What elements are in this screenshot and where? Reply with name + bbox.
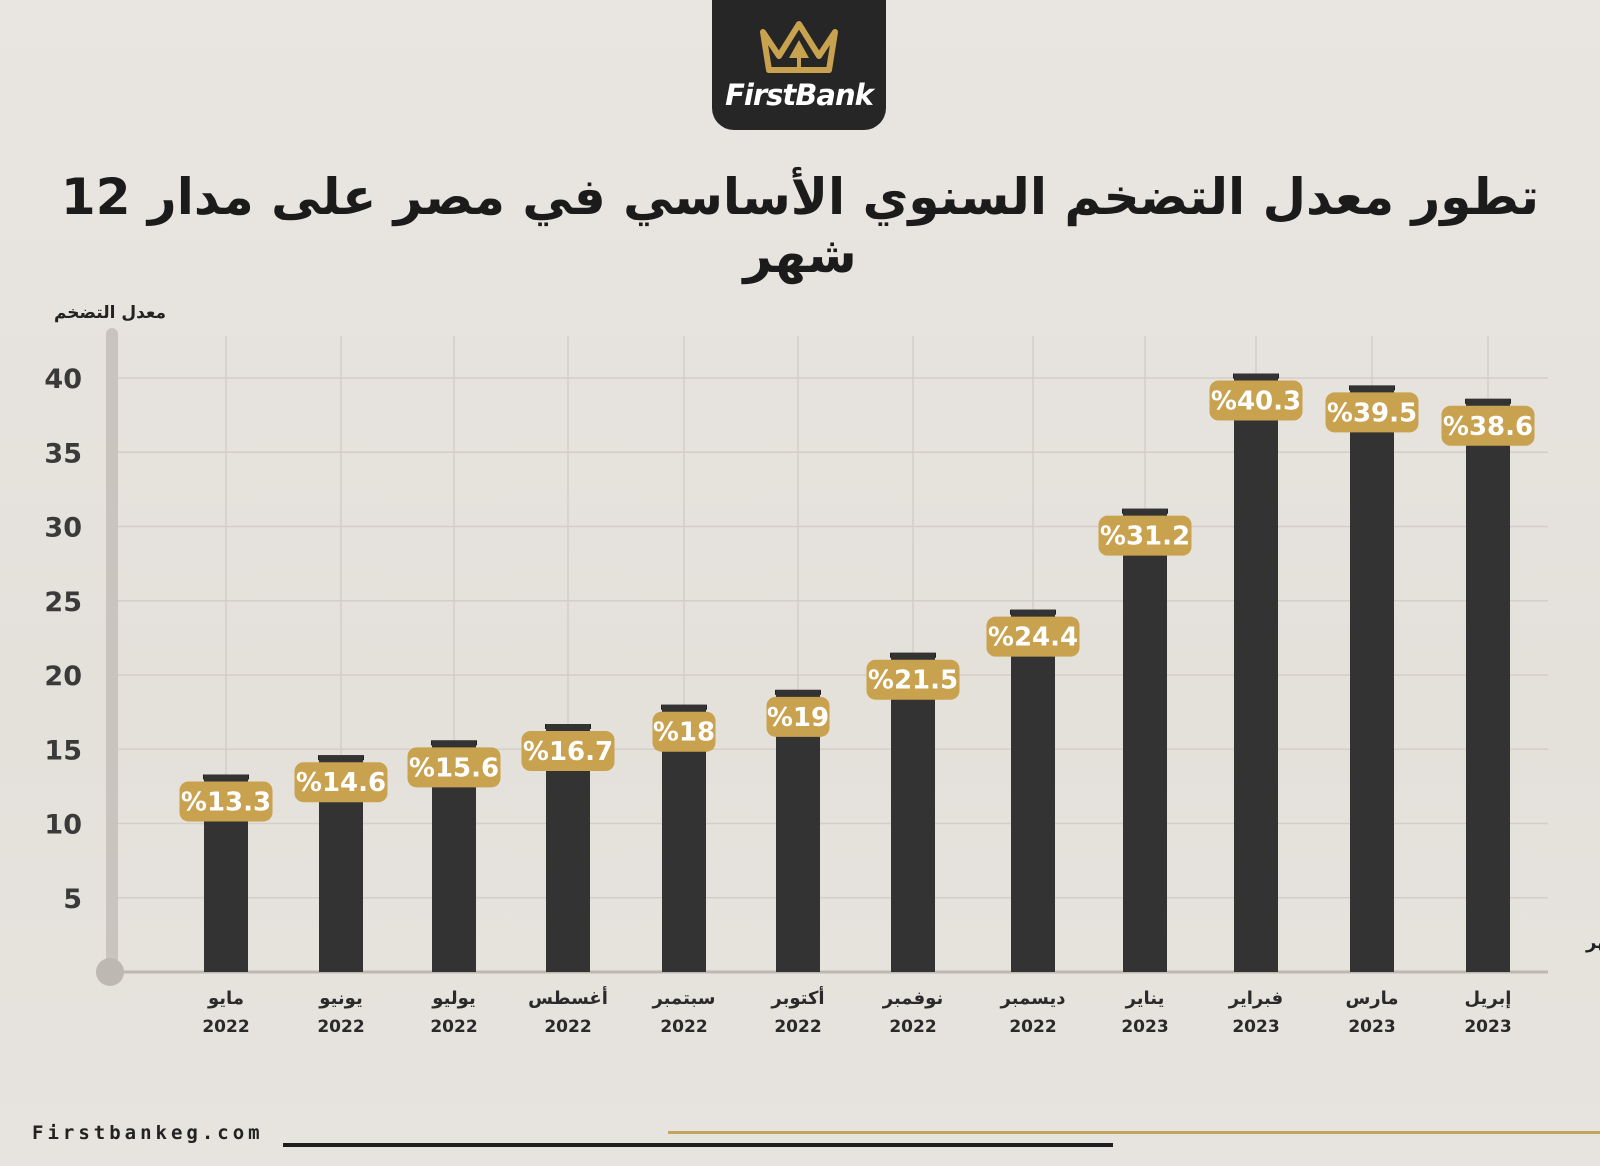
- crown-icon: [760, 21, 838, 73]
- footer-website: Firstbankeg.com: [32, 1122, 264, 1144]
- x-tick-year: 2022: [774, 1017, 821, 1037]
- value-label-badge: [652, 711, 716, 752]
- x-tick-month: يونيو: [318, 988, 362, 1009]
- x-tick-month: ديسمبر: [1000, 988, 1066, 1009]
- y-tick-label: 40: [44, 364, 82, 395]
- bar: [1123, 508, 1167, 972]
- bar: [1350, 385, 1394, 972]
- x-tick-year: 2022: [430, 1017, 477, 1037]
- x-tick-month: أكتوبر: [770, 986, 824, 1009]
- x-tick-year: 2023: [1232, 1017, 1279, 1037]
- value-label: %21.5: [868, 666, 958, 696]
- value-label: %18: [653, 718, 715, 748]
- x-tick-month: إبريل: [1465, 988, 1512, 1009]
- x-tick-year: 2022: [1009, 1017, 1056, 1037]
- brand-logo: FirstBank: [712, 0, 886, 130]
- bar: [1466, 398, 1510, 972]
- value-label-badge: [1441, 405, 1535, 446]
- value-label-badge: [766, 696, 830, 737]
- value-label-badge: [1098, 515, 1192, 556]
- value-label-badge: [1209, 380, 1303, 421]
- value-label-badge: [866, 659, 960, 700]
- axis-origin-dot: [96, 958, 124, 986]
- y-tick-label: 15: [44, 735, 82, 766]
- y-tick-label: 10: [44, 810, 82, 841]
- bar: [1234, 373, 1278, 972]
- x-axis-title: الشهر: [1585, 932, 1600, 953]
- x-tick-month: يوليو: [431, 988, 475, 1009]
- x-tick-month: مارس: [1345, 988, 1398, 1009]
- x-tick-year: 2022: [317, 1017, 364, 1037]
- page-title: تطور معدل التضخم السنوي الأساسي في مصر ع…: [60, 168, 1540, 284]
- x-tick-year: 2023: [1348, 1017, 1395, 1037]
- y-tick-label: 25: [44, 587, 82, 618]
- value-label: %31.2: [1100, 522, 1190, 552]
- y-tick-label: 5: [63, 884, 82, 915]
- footer-dark-line: [283, 1143, 1113, 1147]
- bar: [1011, 609, 1055, 972]
- y-tick-label: 30: [44, 513, 82, 544]
- x-tick-year: 2022: [202, 1017, 249, 1037]
- value-label: %14.6: [296, 768, 386, 798]
- x-tick-year: 2022: [889, 1017, 936, 1037]
- x-tick-month: سبتمبر: [651, 988, 715, 1009]
- value-label: %39.5: [1327, 398, 1417, 428]
- x-tick-year: 2023: [1121, 1017, 1168, 1037]
- value-label: %19: [767, 703, 829, 733]
- x-tick-year: 2023: [1464, 1017, 1511, 1037]
- y-tick-label: 20: [44, 661, 82, 692]
- x-tick-month: نوفمبر: [882, 988, 943, 1009]
- value-label: %15.6: [409, 753, 499, 783]
- value-label-badge: [986, 616, 1080, 657]
- value-label-badge: [294, 762, 388, 803]
- x-tick-year: 2022: [544, 1017, 591, 1037]
- y-axis-title: معدل التضخم: [54, 303, 166, 323]
- value-label-badge: [1325, 392, 1419, 433]
- x-tick-year: 2022: [660, 1017, 707, 1037]
- bar: [891, 652, 935, 972]
- footer-gold-line: [668, 1131, 1600, 1134]
- x-tick-month: مايو: [207, 988, 244, 1009]
- value-label: %40.3: [1211, 387, 1301, 417]
- value-label-badge: [407, 747, 501, 788]
- x-tick-month: أغسطس: [528, 986, 608, 1009]
- value-label: %13.3: [181, 787, 271, 817]
- y-tick-label: 35: [44, 438, 82, 469]
- value-label: %16.7: [523, 737, 613, 767]
- x-tick-month: فبراير: [1228, 988, 1283, 1009]
- value-label-badge: [521, 731, 615, 772]
- value-label: %24.4: [988, 623, 1078, 653]
- value-label: %38.6: [1443, 412, 1533, 442]
- value-label-badge: [179, 781, 273, 822]
- x-tick-month: يناير: [1125, 988, 1165, 1009]
- brand-name: FirstBank: [725, 78, 874, 112]
- bar: [776, 689, 820, 972]
